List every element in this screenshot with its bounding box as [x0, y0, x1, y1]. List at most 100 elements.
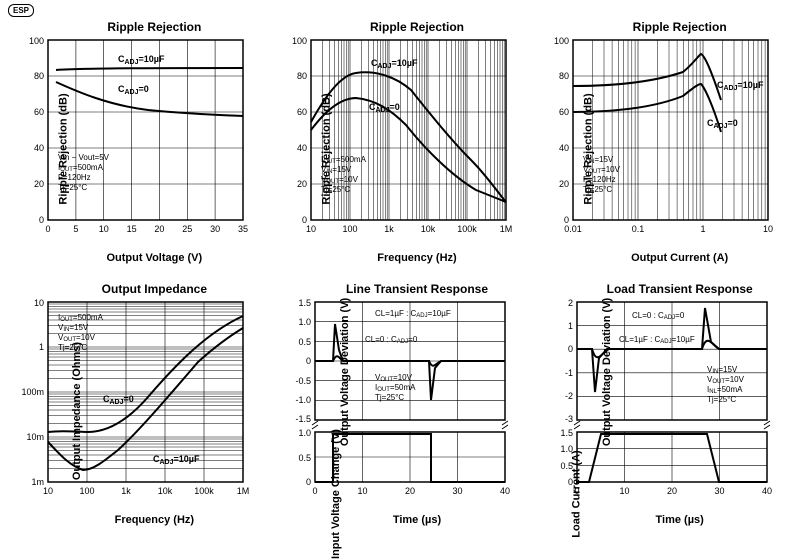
svg-text:25: 25 — [182, 224, 192, 234]
svg-text:10m: 10m — [26, 432, 44, 442]
svg-text:CADJ=10µF: CADJ=10µF — [717, 80, 764, 92]
svg-text:5: 5 — [73, 224, 78, 234]
svg-text:CADJ=10µF: CADJ=10µF — [153, 454, 200, 466]
svg-text:2: 2 — [568, 298, 573, 308]
x-axis-label: Time (µs) — [569, 514, 790, 526]
svg-text:VIN=15V: VIN=15V — [707, 365, 738, 375]
svg-text:20: 20 — [667, 486, 677, 496]
y-axis-label: Ripple Rejection (dB) — [583, 93, 595, 204]
svg-text:Tj=25°C: Tj=25°C — [707, 395, 736, 404]
svg-text:100k: 100k — [457, 224, 477, 234]
svg-text:40: 40 — [500, 486, 510, 496]
svg-text:30: 30 — [210, 224, 220, 234]
svg-text:100: 100 — [554, 36, 569, 46]
chart-title: Load Transient Response — [569, 282, 790, 296]
svg-text:-1: -1 — [565, 368, 573, 378]
svg-text:1M: 1M — [499, 224, 512, 234]
y-axis-label: Output Impedance (Ohms) — [71, 342, 83, 480]
svg-text:1M: 1M — [237, 486, 250, 496]
svg-text:100k: 100k — [194, 486, 214, 496]
svg-text:IOUT=50mA: IOUT=50mA — [375, 383, 416, 393]
panel-load-transient: Load Transient Response Output Voltage D… — [535, 282, 790, 540]
svg-text:15: 15 — [127, 224, 137, 234]
y-axis-label-top: Output Voltage Deviation (V) — [601, 298, 613, 446]
svg-text:CADJ=0: CADJ=0 — [103, 394, 134, 406]
svg-text:60: 60 — [297, 107, 307, 117]
y-axis-label: Ripple Rejection (dB) — [320, 93, 332, 204]
svg-text:1: 1 — [701, 224, 706, 234]
chart-svg: 0 20 40 60 80 100 0.01 0.1 1 10 CADJ=10µ… — [535, 36, 785, 251]
panel-ripple-vs-freq: Ripple Rejection Ripple Rejection (dB) — [273, 20, 528, 278]
svg-text:80: 80 — [297, 71, 307, 81]
svg-text:0.01: 0.01 — [565, 224, 583, 234]
esp-badge: ESP — [8, 4, 34, 17]
svg-text:1.0: 1.0 — [298, 317, 311, 327]
svg-text:40: 40 — [297, 143, 307, 153]
svg-text:0: 0 — [306, 356, 311, 366]
svg-text:1.0: 1.0 — [298, 428, 311, 438]
svg-text:20: 20 — [559, 179, 569, 189]
svg-text:30: 30 — [715, 486, 725, 496]
chart-svg: 1m 10m 100m 1 10 10 100 1k 10k 100k 1M C… — [10, 298, 260, 513]
chart-title: Ripple Rejection — [569, 20, 790, 34]
y-axis-label-bottom: Load Current (A) — [571, 450, 583, 537]
svg-text:0: 0 — [39, 215, 44, 225]
y-axis-label-bottom: Input Voltage Change (V) — [330, 429, 342, 559]
svg-text:CADJ=10µF: CADJ=10µF — [371, 58, 418, 70]
svg-text:CL=0 : CADJ=0: CL=0 : CADJ=0 — [632, 311, 685, 321]
svg-text:20: 20 — [154, 224, 164, 234]
svg-text:30: 30 — [452, 486, 462, 496]
svg-text:1.5: 1.5 — [298, 298, 311, 308]
svg-text:10: 10 — [99, 224, 109, 234]
panel-output-impedance: Output Impedance Output Impedance (Ohms) — [10, 282, 265, 540]
panel-ripple-vs-vout: Ripple Rejection Ripple Rejection (dB) — [10, 20, 265, 278]
svg-text:10: 10 — [357, 486, 367, 496]
svg-text:-3: -3 — [565, 414, 573, 424]
panel-ripple-vs-iout: Ripple Rejection Ripple Rejection (dB) — [535, 20, 790, 278]
svg-text:10: 10 — [34, 298, 44, 308]
svg-text:10k: 10k — [158, 486, 173, 496]
svg-text:1.5: 1.5 — [561, 428, 574, 438]
svg-text:0.5: 0.5 — [298, 337, 311, 347]
svg-text:VIN=15V: VIN=15V — [58, 323, 89, 333]
svg-text:100: 100 — [342, 224, 357, 234]
chart-title: Line Transient Response — [307, 282, 528, 296]
svg-text:VOUT=10V: VOUT=10V — [375, 373, 413, 383]
chart-title: Ripple Rejection — [307, 20, 528, 34]
x-axis-label: Output Voltage (V) — [44, 252, 265, 264]
svg-text:35: 35 — [238, 224, 248, 234]
svg-text:1k: 1k — [384, 224, 394, 234]
svg-text:1: 1 — [39, 342, 44, 352]
svg-text:-0.5: -0.5 — [295, 376, 311, 386]
svg-text:20: 20 — [34, 179, 44, 189]
svg-text:0.1: 0.1 — [632, 224, 645, 234]
svg-text:10: 10 — [620, 486, 630, 496]
svg-text:1: 1 — [568, 321, 573, 331]
svg-text:CL=1µF : CADJ=10µF: CL=1µF : CADJ=10µF — [375, 309, 451, 319]
charts-grid: Ripple Rejection Ripple Rejection (dB) — [10, 20, 790, 540]
svg-text:CL=0 : CADJ=0: CL=0 : CADJ=0 — [365, 335, 418, 345]
svg-text:0: 0 — [312, 486, 317, 496]
svg-text:Tj=25°C: Tj=25°C — [375, 393, 404, 402]
svg-text:10k: 10k — [420, 224, 435, 234]
svg-text:40: 40 — [762, 486, 772, 496]
svg-text:VOUT=10V: VOUT=10V — [707, 375, 745, 385]
x-axis-label: Output Current (A) — [569, 252, 790, 264]
chart-title: Output Impedance — [44, 282, 265, 296]
svg-text:0: 0 — [45, 224, 50, 234]
svg-text:40: 40 — [559, 143, 569, 153]
y-axis-label-top: Output Voltage Deviation (V) — [339, 298, 351, 446]
panel-line-transient: Line Transient Response Output Voltage D… — [273, 282, 528, 540]
svg-text:CADJ=10µF: CADJ=10µF — [118, 54, 165, 66]
svg-text:10: 10 — [43, 486, 53, 496]
y-axis-label: Ripple Rejection (dB) — [58, 93, 70, 204]
svg-text:60: 60 — [34, 107, 44, 117]
svg-text:10: 10 — [763, 224, 773, 234]
svg-text:60: 60 — [559, 107, 569, 117]
svg-text:IOUT=500mA: IOUT=500mA — [58, 313, 104, 323]
x-axis-label: Frequency (Hz) — [307, 252, 528, 264]
svg-text:10: 10 — [306, 224, 316, 234]
svg-text:CL=1µF : CADJ=10µF: CL=1µF : CADJ=10µF — [619, 335, 695, 345]
svg-text:1k: 1k — [121, 486, 131, 496]
svg-text:-1.0: -1.0 — [295, 395, 311, 405]
